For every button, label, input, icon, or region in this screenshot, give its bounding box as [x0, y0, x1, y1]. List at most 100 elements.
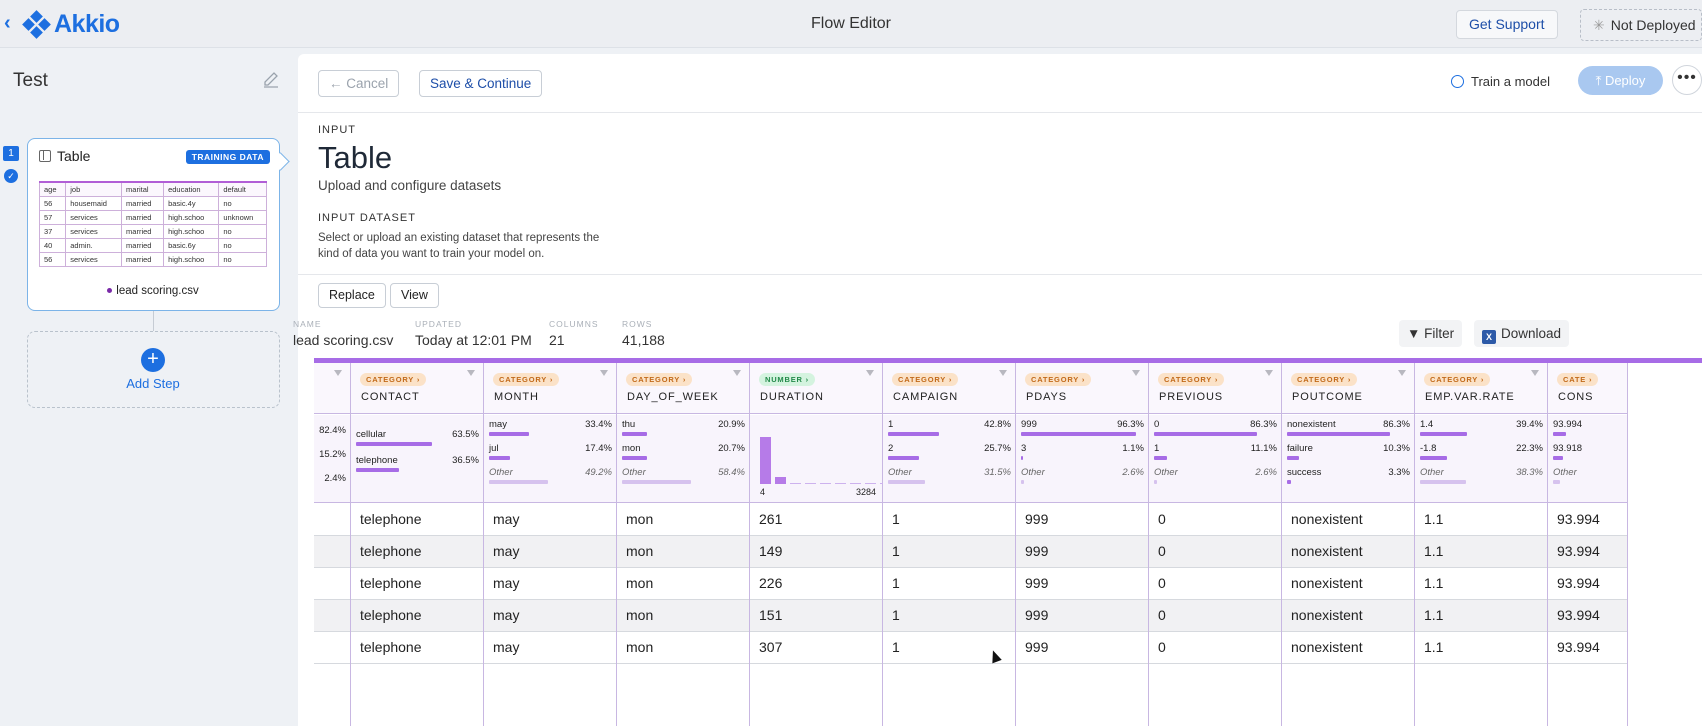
- column-type-tag[interactable]: CATE ›: [1557, 373, 1599, 386]
- grid-cell[interactable]: 0: [1149, 600, 1281, 632]
- grid-cell[interactable]: nonexistent: [1282, 568, 1414, 600]
- grid-cell[interactable]: 0: [1149, 568, 1281, 600]
- grid-cell[interactable]: 999: [1016, 536, 1148, 568]
- get-support-button[interactable]: Get Support: [1456, 10, 1558, 39]
- grid-cell[interactable]: 1.1: [1415, 536, 1547, 568]
- grid-cell[interactable]: 151: [750, 600, 882, 632]
- grid-cell[interactable]: 1: [883, 568, 1015, 600]
- column-header[interactable]: CATEGORY › POUTCOME: [1282, 363, 1414, 414]
- column-menu-caret-icon[interactable]: [733, 370, 741, 376]
- grid-cell[interactable]: 307: [750, 632, 882, 664]
- grid-cell[interactable]: 1: [883, 600, 1015, 632]
- column-header[interactable]: CATEGORY › PREVIOUS: [1149, 363, 1281, 414]
- column-header[interactable]: [314, 363, 350, 414]
- column-header[interactable]: NUMBER › DURATION: [750, 363, 882, 414]
- column-menu-caret-icon[interactable]: [999, 370, 1007, 376]
- grid-cell[interactable]: may: [484, 568, 616, 600]
- grid-cell[interactable]: may: [484, 536, 616, 568]
- grid-cell[interactable]: 0: [1149, 632, 1281, 664]
- grid-cell[interactable]: nonexistent: [1282, 632, 1414, 664]
- grid-cell[interactable]: 999: [1016, 568, 1148, 600]
- grid-cell[interactable]: 999: [1016, 504, 1148, 536]
- view-button[interactable]: View: [390, 283, 439, 308]
- grid-cell[interactable]: 261: [750, 504, 882, 536]
- column-header[interactable]: CATEGORY › DAY_OF_WEEK: [617, 363, 749, 414]
- grid-cell[interactable]: nonexistent: [1282, 600, 1414, 632]
- grid-cell[interactable]: 226: [750, 568, 882, 600]
- grid-cell[interactable]: 999: [1016, 632, 1148, 664]
- column-type-tag[interactable]: CATEGORY ›: [1291, 373, 1358, 386]
- grid-cell[interactable]: [314, 536, 350, 568]
- grid-cell[interactable]: nonexistent: [1282, 536, 1414, 568]
- grid-cell[interactable]: 93.994: [1548, 632, 1627, 664]
- grid-cell[interactable]: telephone: [351, 536, 483, 568]
- edit-icon[interactable]: [262, 70, 280, 88]
- more-options-button[interactable]: •••: [1672, 65, 1702, 95]
- grid-cell[interactable]: 1.1: [1415, 600, 1547, 632]
- grid-cell[interactable]: may: [484, 632, 616, 664]
- download-button[interactable]: X Download: [1474, 320, 1570, 347]
- column-menu-caret-icon[interactable]: [334, 370, 342, 376]
- grid-cell[interactable]: 1.1: [1415, 504, 1547, 536]
- column-type-tag[interactable]: CATEGORY ›: [493, 373, 560, 386]
- column-header[interactable]: CATEGORY › CAMPAIGN: [883, 363, 1015, 414]
- table-step-card[interactable]: Table TRAINING DATA age job marital educati…: [27, 138, 280, 311]
- back-chevron-icon[interactable]: ‹: [4, 12, 11, 34]
- grid-cell[interactable]: telephone: [351, 568, 483, 600]
- add-step-button[interactable]: + Add Step: [27, 331, 280, 408]
- grid-cell[interactable]: 93.994: [1548, 504, 1627, 536]
- column-type-tag[interactable]: CATEGORY ›: [1424, 373, 1491, 386]
- column-header[interactable]: CATEGORY › EMP.VAR.RATE: [1415, 363, 1547, 414]
- column-menu-caret-icon[interactable]: [467, 370, 475, 376]
- replace-button[interactable]: Replace: [318, 283, 386, 308]
- column-menu-caret-icon[interactable]: [1132, 370, 1140, 376]
- column-type-tag[interactable]: CATEGORY ›: [1025, 373, 1092, 386]
- grid-cell[interactable]: 1: [883, 504, 1015, 536]
- deploy-button[interactable]: ⤒ Deploy: [1578, 66, 1663, 95]
- column-header[interactable]: CATEGORY › PDAYS: [1016, 363, 1148, 414]
- grid-cell[interactable]: 1.1: [1415, 568, 1547, 600]
- column-header[interactable]: CATEGORY › MONTH: [484, 363, 616, 414]
- grid-cell[interactable]: telephone: [351, 632, 483, 664]
- grid-cell[interactable]: nonexistent: [1282, 504, 1414, 536]
- grid-cell[interactable]: 93.994: [1548, 600, 1627, 632]
- cancel-button[interactable]: ← Cancel: [318, 70, 400, 97]
- column-menu-caret-icon[interactable]: [1265, 370, 1273, 376]
- column-menu-caret-icon[interactable]: [866, 370, 874, 376]
- grid-cell[interactable]: mon: [617, 600, 749, 632]
- grid-cell[interactable]: 999: [1016, 600, 1148, 632]
- grid-cell[interactable]: 93.994: [1548, 568, 1627, 600]
- save-continue-button[interactable]: Save & Continue: [419, 70, 543, 97]
- grid-cell[interactable]: may: [484, 600, 616, 632]
- grid-cell[interactable]: 1: [883, 536, 1015, 568]
- grid-cell[interactable]: telephone: [351, 504, 483, 536]
- grid-cell[interactable]: 93.994: [1548, 536, 1627, 568]
- column-header[interactable]: CATE › CONS: [1548, 363, 1627, 414]
- column-header[interactable]: CATEGORY › CONTACT: [351, 363, 483, 414]
- grid-cell[interactable]: mon: [617, 536, 749, 568]
- train-model-step[interactable]: Train a model: [1451, 74, 1550, 89]
- column-type-tag[interactable]: CATEGORY ›: [360, 373, 427, 386]
- grid-cell[interactable]: mon: [617, 568, 749, 600]
- grid-cell[interactable]: 149: [750, 536, 882, 568]
- grid-cell[interactable]: mon: [617, 632, 749, 664]
- grid-cell[interactable]: [314, 568, 350, 600]
- column-type-tag[interactable]: CATEGORY ›: [892, 373, 959, 386]
- grid-cell[interactable]: [314, 600, 350, 632]
- grid-cell[interactable]: [314, 504, 350, 536]
- column-type-tag[interactable]: NUMBER ›: [759, 373, 815, 386]
- grid-cell[interactable]: 1.1: [1415, 632, 1547, 664]
- column-type-tag[interactable]: CATEGORY ›: [1158, 373, 1225, 386]
- column-menu-caret-icon[interactable]: [1531, 370, 1539, 376]
- grid-cell[interactable]: telephone: [351, 600, 483, 632]
- deployment-status-button[interactable]: ✳ Not Deployed: [1580, 9, 1702, 41]
- grid-cell[interactable]: 0: [1149, 504, 1281, 536]
- grid-cell[interactable]: 0: [1149, 536, 1281, 568]
- column-menu-caret-icon[interactable]: [600, 370, 608, 376]
- column-type-tag[interactable]: CATEGORY ›: [626, 373, 693, 386]
- grid-cell[interactable]: may: [484, 504, 616, 536]
- grid-cell[interactable]: [314, 632, 350, 664]
- grid-cell[interactable]: 1: [883, 632, 1015, 664]
- filter-button[interactable]: ▼ Filter: [1399, 320, 1463, 347]
- grid-cell[interactable]: mon: [617, 504, 749, 536]
